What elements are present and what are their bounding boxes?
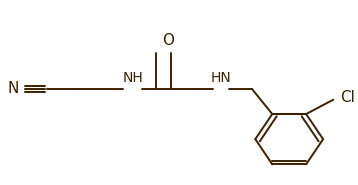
Text: O: O <box>162 33 174 48</box>
Text: Cl: Cl <box>340 90 355 105</box>
Text: N: N <box>7 81 19 96</box>
Text: HN: HN <box>211 71 232 85</box>
Text: NH: NH <box>123 71 144 85</box>
